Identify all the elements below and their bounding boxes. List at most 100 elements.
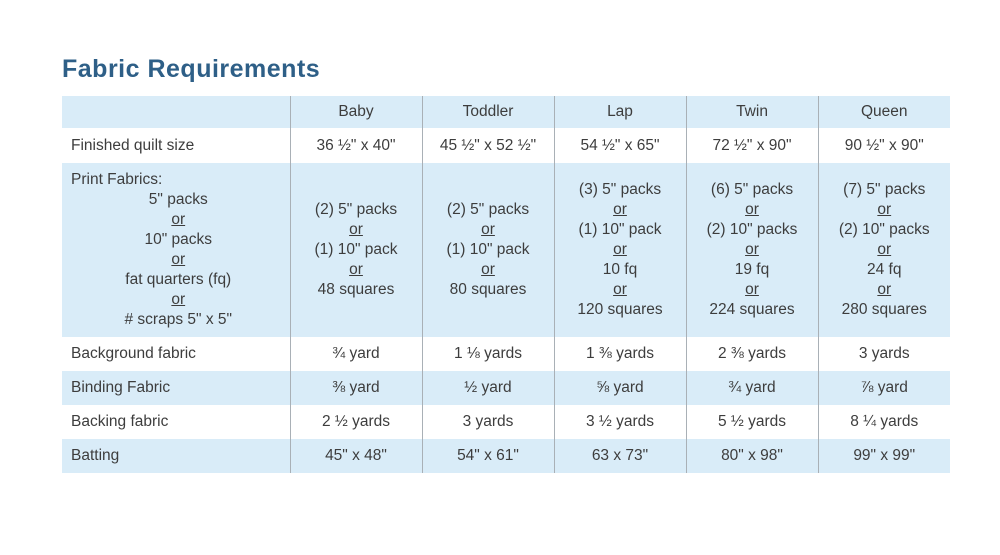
table-row-backing-fabric: Backing fabric 2 ½ yards 3 yards 3 ½ yards 5… [62,405,950,439]
cell-line: (2) 10" packs [838,221,930,238]
cell-finished-quilt-size-lap: 54 ½" x 65" [553,128,686,163]
cell-line: (2) 5" packs [446,201,530,218]
cell-batting-baby: 45" x 48" [289,439,422,473]
cell-line: 48 squares [317,281,395,298]
cell-binding-fabric-toddler: ½ yard [421,371,554,405]
cell-line: Finished quilt size [71,136,195,154]
cell-line: 8 ¼ yards [850,413,919,430]
col-header-twin: Twin [685,96,818,128]
cell-line: Background fabric [71,345,196,362]
cell-line: 54 ½" x 65" [580,136,660,154]
or-separator: or [613,241,627,258]
or-separator: or [481,261,495,278]
cell-print-fabrics-twin: (6) 5" packs or (2) 10" packs or 19 fq or 224 … [685,163,818,337]
table-row-background-fabric: Background fabric ¾ yard 1 ⅛ yards 1 ⅜ yard… [62,337,950,371]
or-separator: or [613,201,627,218]
cell-backing-fabric-queen: 8 ¼ yards [817,405,950,439]
cell-line: 3 ½ yards [585,413,655,430]
cell-line: 24 fq [867,261,902,278]
col-header-baby: Baby [289,96,422,128]
cell-batting-lap: 63 x 73" [553,439,686,473]
or-separator: or [171,251,186,268]
cell-line: (2) 5" packs [314,201,398,218]
table-body: Finished quilt size 36 ½" x 40" 45 ½" x 52… [62,128,950,473]
header-row: Baby Toddler Lap Twin Queen [62,96,950,128]
row-label-print-fabrics: Print Fabrics: 5" packs or 10" packs or fat q… [62,163,290,337]
cell-line: 19 fq [734,261,770,278]
table-header: Baby Toddler Lap Twin Queen [62,96,950,128]
or-separator: or [745,201,759,218]
cell-line: ¾ yard [332,345,380,362]
cell-line: 5 ½ yards [717,413,787,430]
row-label-batting: Batting [62,439,290,473]
fabric-requirements-table: Baby Toddler Lap Twin Queen Finished quilt s… [62,96,950,473]
cell-line: 10 fq [602,261,638,278]
cell-binding-fabric-queen: ⅞ yard [817,371,950,405]
row-label-binding-fabric: Binding Fabric [62,371,290,405]
cell-line: (1) 10" pack [446,241,530,258]
table-row-print-fabrics: Print Fabrics: 5" packs or 10" packs or fat q… [62,163,950,337]
cell-line: 5" packs [148,191,208,208]
row-label-background-fabric: Background fabric [62,337,290,371]
cell-line: 1 ⅛ yards [453,345,523,362]
cell-line: 1 ⅜ yards [585,345,655,362]
or-separator: or [613,281,627,298]
cell-backing-fabric-baby: 2 ½ yards [289,405,422,439]
cell-line: Binding Fabric [71,379,171,396]
cell-line: 224 squares [709,301,795,318]
cell-line: 280 squares [841,301,927,318]
cell-finished-quilt-size-queen: 90 ½" x 90" [817,128,950,163]
col-header-queen: Queen [817,96,950,128]
cell-line: (1) 10" pack [314,241,398,258]
cell-print-fabrics-lap: (3) 5" packs or (1) 10" pack or 10 fq or 120 s… [553,163,686,337]
cell-finished-quilt-size-twin: 72 ½" x 90" [685,128,818,163]
cell-line: 36 ½" x 40" [316,136,396,154]
cell-line: ⅞ yard [860,379,908,396]
cell-line: 80 squares [449,281,527,298]
cell-line: (6) 5" packs [710,181,794,198]
row-label-backing-fabric: Backing fabric [62,405,290,439]
cell-binding-fabric-twin: ¾ yard [685,371,818,405]
cell-background-fabric-queen: 3 yards [817,337,950,371]
cell-line: (1) 10" pack [578,221,662,238]
or-separator: or [349,221,363,238]
cell-line: 3 yards [858,345,910,362]
cell-background-fabric-baby: ¾ yard [289,337,422,371]
cell-background-fabric-toddler: 1 ⅛ yards [421,337,554,371]
table-row-finished-quilt-size: Finished quilt size 36 ½" x 40" 45 ½" x 52… [62,128,950,163]
col-header-toddler: Toddler [421,96,554,128]
cell-line: # scraps 5" x 5" [124,311,233,328]
cell-line: Batting [71,447,120,464]
cell-line: 63 x 73" [591,447,649,464]
cell-line: Print Fabrics: [71,171,163,188]
or-separator: or [877,201,892,218]
col-header-lap: Lap [553,96,686,128]
or-separator: or [171,291,186,308]
cell-print-fabrics-toddler: (2) 5" packs or (1) 10" pack or 80 squares [421,163,554,337]
cell-line: Backing fabric [71,413,169,430]
cell-line: ⅜ yard [332,379,380,396]
cell-backing-fabric-toddler: 3 yards [421,405,554,439]
page-title: Fabric Requirements [62,55,321,83]
corner-cell [62,96,290,128]
or-separator: or [171,211,186,228]
cell-line: fat quarters (fq) [125,271,232,288]
cell-batting-twin: 80" x 98" [685,439,818,473]
cell-line: 120 squares [577,301,663,318]
or-separator: or [481,221,495,238]
cell-line: 90 ½" x 90" [844,136,924,154]
cell-print-fabrics-baby: (2) 5" packs or (1) 10" pack or 48 squares [289,163,422,337]
cell-line: 99" x 99" [853,447,916,464]
cell-finished-quilt-size-toddler: 45 ½" x 52 ½" [421,128,554,163]
cell-line: (2) 10" packs [706,221,798,238]
or-separator: or [349,261,363,278]
cell-line: 45" x 48" [325,447,387,464]
table-row-batting: Batting 45" x 48" 54" x 61" 63 x 73" 80" x 9… [62,439,950,473]
row-label-finished-quilt-size: Finished quilt size [62,128,290,163]
cell-line: 3 yards [462,413,514,430]
cell-line: 2 ½ yards [321,413,391,430]
cell-line: 10" packs [144,231,213,248]
cell-binding-fabric-lap: ⅝ yard [553,371,686,405]
cell-background-fabric-twin: 2 ⅜ yards [685,337,818,371]
